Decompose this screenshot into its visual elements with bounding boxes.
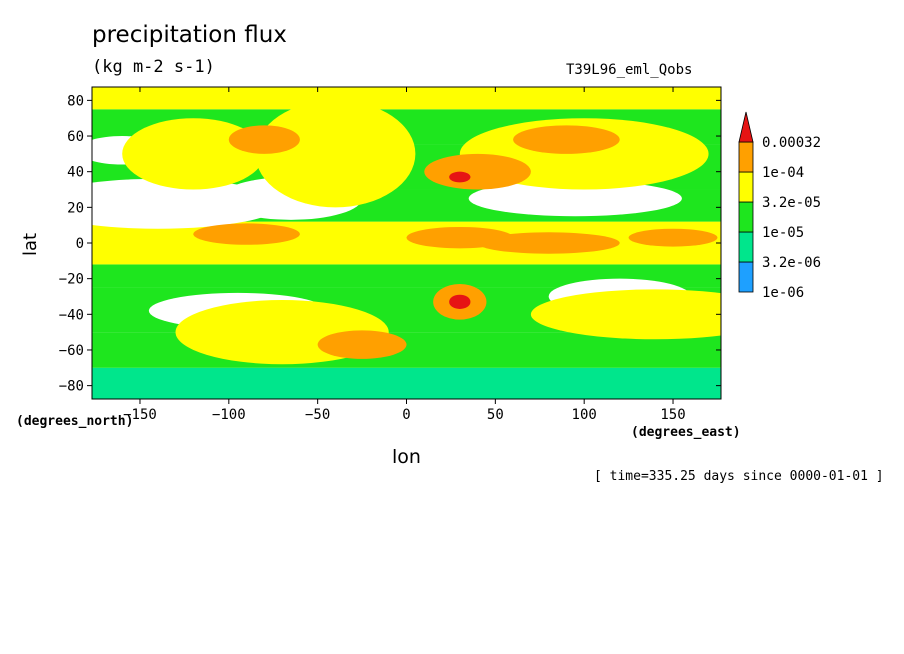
field-band [92, 87, 721, 110]
x-axis: −150 −100 −50 0 50 100 150 [123, 87, 686, 423]
run-label: T39L96_eml_Qobs [566, 62, 693, 78]
y-axis-units: (degrees_north) [16, 414, 134, 429]
field-feature-moist [530, 289, 721, 340]
field-feature-moist [122, 118, 265, 190]
colorbar-bin [738, 261, 754, 293]
y-tick-label: 40 [67, 165, 84, 181]
field-feature-wet [513, 125, 620, 154]
colorbar-bin [738, 171, 754, 203]
y-tick-label: 60 [67, 129, 84, 145]
field-feature-wet [228, 125, 300, 154]
colorbar-bin [738, 201, 754, 233]
x-tick-label: −100 [212, 407, 246, 423]
colorbar-label: 3.2e-05 [762, 195, 821, 211]
colorbar-label: 1e-06 [762, 285, 804, 301]
field-feature-wet [193, 223, 300, 245]
x-tick-label: 0 [402, 407, 410, 423]
colorbar-label: 1e-04 [762, 165, 804, 181]
colorbar: 0.00032 1e-04 3.2e-05 1e-05 3.2e-06 1e-06 [738, 111, 821, 301]
y-axis: −80 −60 −40 −20 0 20 40 60 80 [59, 93, 721, 395]
x-axis-units: (degrees_east) [631, 425, 741, 440]
chart-units: (kg m-2 s-1) [92, 57, 215, 77]
x-tick-label: −150 [123, 407, 157, 423]
field-feature-wet [317, 330, 407, 359]
y-tick-label: −60 [59, 343, 84, 359]
x-tick-label: 50 [487, 407, 504, 423]
colorbar-bin [738, 141, 754, 173]
colorbar-label: 0.00032 [762, 135, 821, 151]
field-feature-max [449, 294, 471, 309]
precipitation-field [92, 87, 721, 399]
y-tick-label: 0 [76, 236, 84, 252]
colorbar-label: 1e-05 [762, 225, 804, 241]
x-tick-label: 100 [572, 407, 597, 423]
field-feature-max [449, 171, 471, 183]
x-tick-label: −50 [305, 407, 330, 423]
y-tick-label: −20 [59, 272, 84, 288]
y-tick-label: −40 [59, 307, 84, 323]
field-feature-wet [628, 228, 718, 247]
field-feature-wet [477, 232, 620, 254]
time-label: [ time=335.25 days since 0000-01-01 ] [594, 469, 884, 484]
colorbar-extend-triangle [738, 111, 754, 143]
field-feature-wet [424, 153, 531, 190]
colorbar-label: 3.2e-06 [762, 255, 821, 271]
field-band [92, 264, 721, 288]
y-tick-label: −80 [59, 379, 84, 395]
x-axis-label: lon [392, 446, 421, 468]
colorbar-bin [738, 231, 754, 263]
y-tick-label: 20 [67, 200, 84, 216]
field-feature-dry [468, 180, 682, 217]
x-tick-label: 150 [660, 407, 685, 423]
y-tick-label: 80 [67, 93, 84, 109]
chart-title: precipitation flux [92, 22, 287, 48]
field-band [92, 367, 721, 399]
field-feature-moist [255, 100, 416, 208]
